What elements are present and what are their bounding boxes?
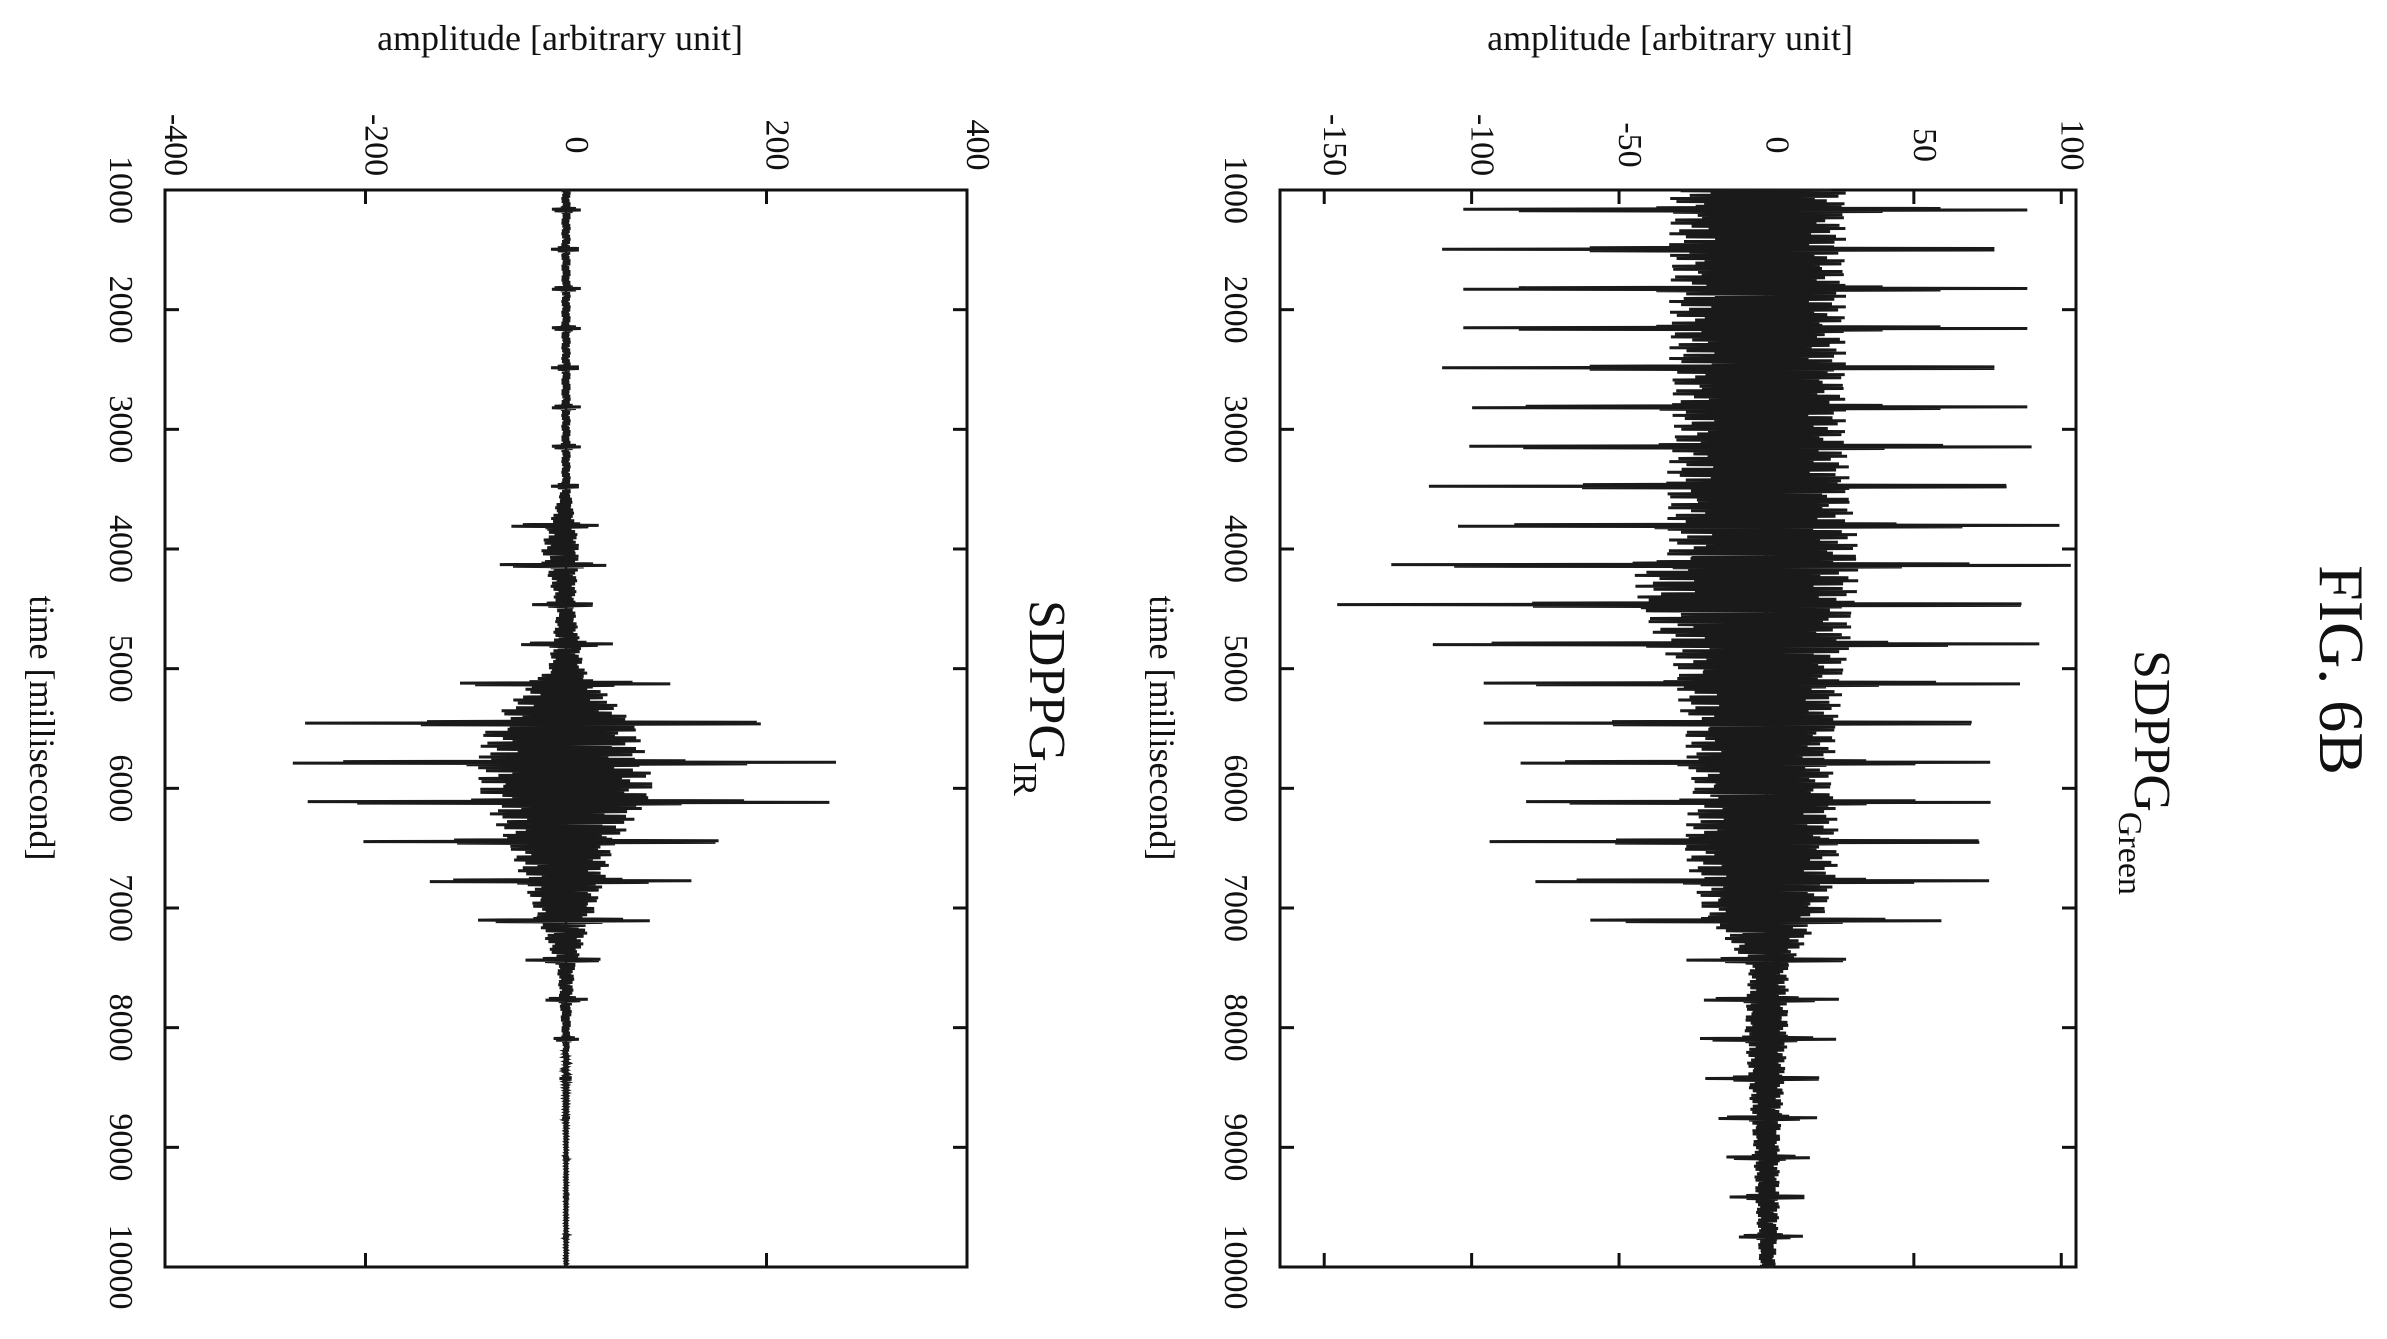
x-tick-label: 8000 xyxy=(102,994,139,1062)
y-tick-label: 0 xyxy=(1758,137,1795,154)
chart-green-title: SDPPGGreen xyxy=(2111,650,2180,895)
chart-green: 1000200030004000500060007000800090001000… xyxy=(1142,18,2180,1310)
figure-label: FIG. 6B xyxy=(2306,565,2377,775)
x-tick-label: 4000 xyxy=(1217,515,1254,583)
chart-green-signal xyxy=(1337,188,2071,1269)
x-tick-label: 5000 xyxy=(1217,635,1254,703)
y-tick-label: -150 xyxy=(1316,114,1353,176)
y-tick-label: 200 xyxy=(759,120,796,171)
chart-ir-title: SDPPGIR xyxy=(1006,600,1075,796)
x-tick-label: 3000 xyxy=(1217,395,1254,463)
x-tick-label: 2000 xyxy=(1217,276,1254,344)
y-tick-label: 100 xyxy=(2053,120,2090,171)
x-tick-label: 10000 xyxy=(1217,1225,1254,1310)
chart-green-ticks: 1000200030004000500060007000800090001000… xyxy=(1217,114,2090,1310)
x-tick-label: 6000 xyxy=(102,754,139,822)
chart-green-title-sub: Green xyxy=(2111,812,2148,895)
x-tick-label: 1000 xyxy=(102,156,139,224)
chart-green-frame xyxy=(1278,188,2078,1269)
y-tick-label: 400 xyxy=(959,120,996,171)
y-tick-label: -50 xyxy=(1611,122,1648,167)
y-tick-label: -200 xyxy=(358,114,395,176)
chart-ir-signal xyxy=(292,188,837,1269)
x-tick-label: 7000 xyxy=(102,874,139,942)
x-tick-label: 10000 xyxy=(102,1225,139,1310)
x-tick-label: 2000 xyxy=(102,276,139,344)
x-tick-label: 1000 xyxy=(1217,156,1254,224)
y-tick-label: -100 xyxy=(1464,114,1501,176)
x-tick-label: 8000 xyxy=(1217,994,1254,1062)
chart-green-ylabel: amplitude [arbitrary unit] xyxy=(1487,18,1853,58)
chart-green-xlabel: time [millisecond] xyxy=(1142,596,1182,861)
x-tick-label: 6000 xyxy=(1217,754,1254,822)
chart-ir: 1000200030004000500060007000800090001000… xyxy=(22,18,1075,1310)
x-tick-label: 7000 xyxy=(1217,874,1254,942)
x-tick-label: 4000 xyxy=(102,515,139,583)
x-tick-label: 9000 xyxy=(102,1113,139,1181)
y-tick-label: 0 xyxy=(558,137,595,154)
signal-trace xyxy=(1337,188,2071,1269)
chart-ir-ylabel: amplitude [arbitrary unit] xyxy=(377,18,743,58)
chart-green-title-main: SDPPG xyxy=(2123,650,2180,812)
chart-ir-title-sub: IR xyxy=(1006,762,1043,796)
chart-ir-xlabel: time [millisecond] xyxy=(22,596,62,861)
x-tick-label: 3000 xyxy=(102,395,139,463)
y-tick-label: -400 xyxy=(157,114,194,176)
chart-ir-title-main: SDPPG xyxy=(1018,600,1075,762)
chart-ir-ticks: 1000200030004000500060007000800090001000… xyxy=(102,114,996,1310)
x-tick-label: 9000 xyxy=(1217,1113,1254,1181)
signal-trace xyxy=(292,188,837,1269)
y-tick-label: 50 xyxy=(1906,128,1943,162)
x-tick-label: 5000 xyxy=(102,635,139,703)
